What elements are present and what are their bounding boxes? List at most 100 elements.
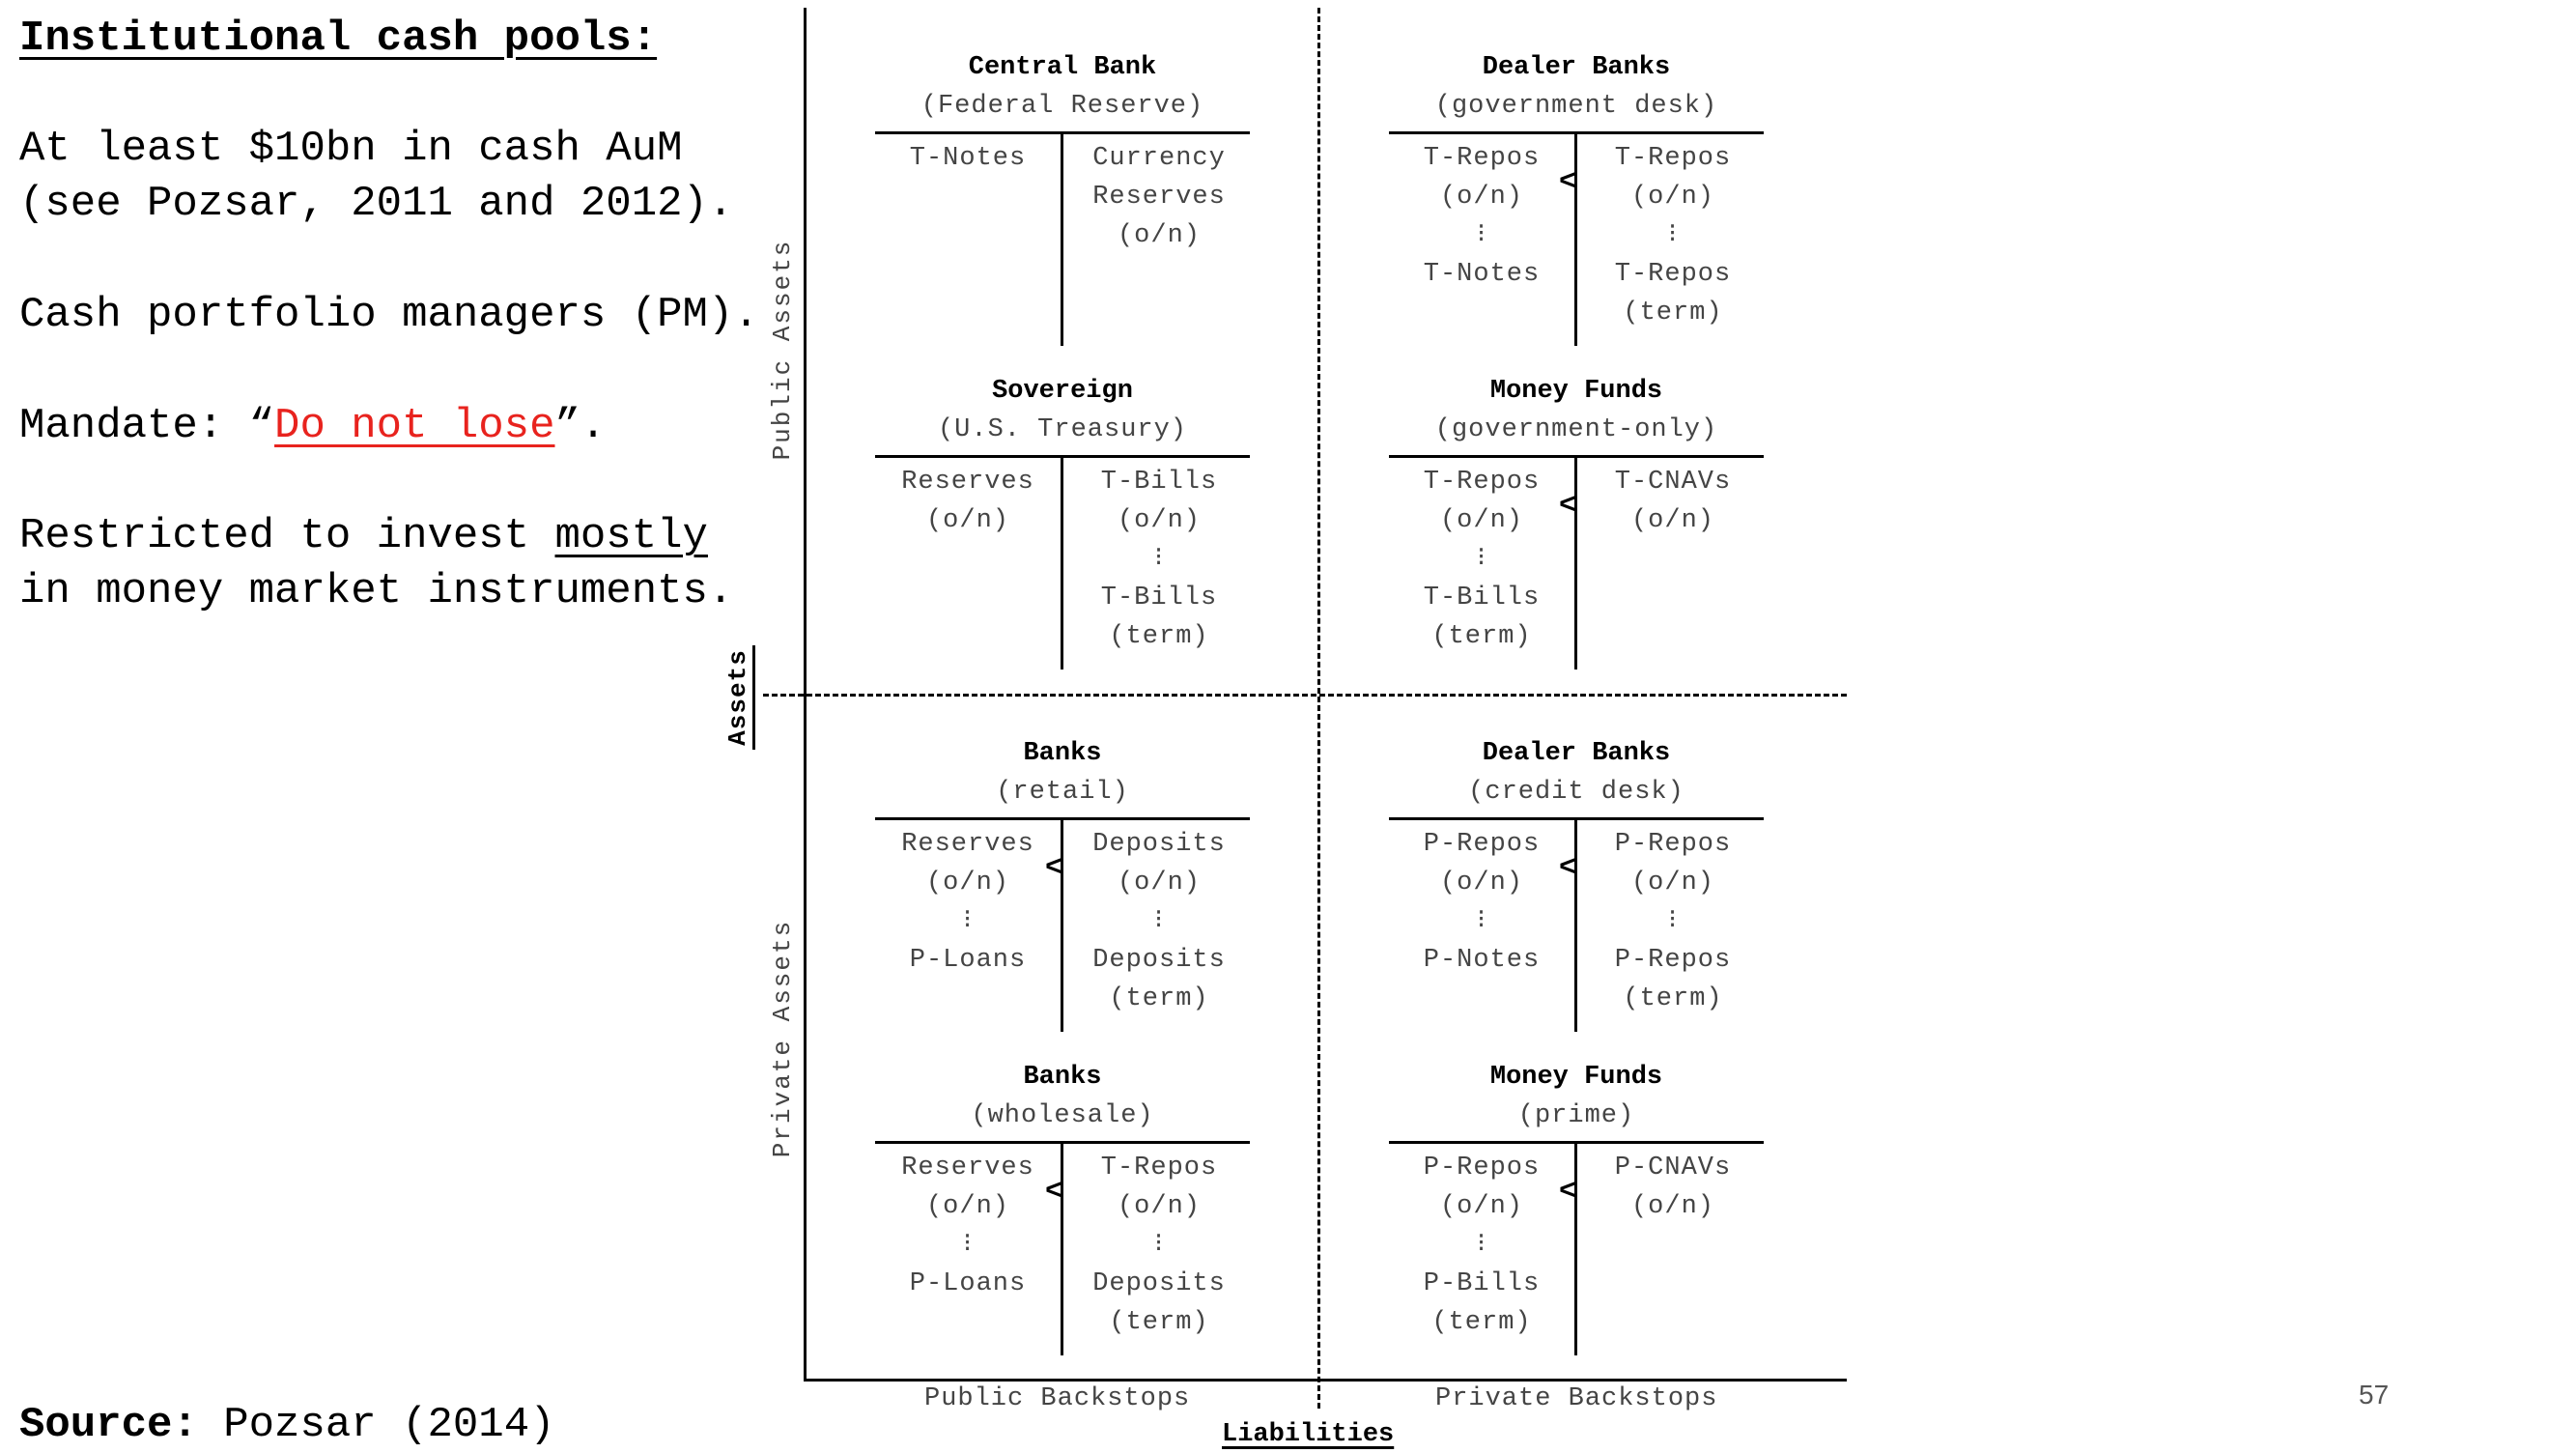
asset-column: P-Repos (o/n) ⁝ P-Notes [1391,825,1572,980]
cash-aum-line: At least $10bn in cash AuM [19,125,683,173]
assets-axis-label: Assets [723,649,752,746]
liability-item: ⁝ [1668,221,1678,250]
t-account-rule [1389,1141,1764,1144]
liability-item: (term) [1623,984,1723,1013]
asset-item: ⁝ [963,1231,973,1260]
t-account-rule [875,1141,1250,1144]
balance-sheet-title: Banks [1023,1063,1102,1092]
asset-item: P-Repos [1423,830,1541,859]
t-account-divider [1061,819,1063,1032]
t-account-rule [875,455,1250,458]
horizontal-divider [763,694,1847,697]
liability-item: (o/n) [1117,506,1201,535]
source-value: Pozsar (2014) [197,1401,555,1449]
balance-sheet-money-funds-government: Money Funds (government-only) T-Repos (o… [1389,372,1775,670]
liability-item: Currency [1092,144,1226,173]
liability-item: P-Repos [1614,830,1732,859]
balance-sheet-banks-retail: Banks (retail) Reserves (o/n) ⁝ P-Loans … [875,734,1261,1032]
liability-column: P-Repos (o/n) ⁝ P-Repos (term) [1582,825,1764,1018]
t-account-rule [1389,131,1764,134]
liability-item: (o/n) [1630,183,1714,212]
balance-sheet-title: Central Bank [968,53,1157,82]
balance-sheet-money-funds-prime: Money Funds (prime) P-Repos (o/n) ⁝ P-Bi… [1389,1058,1775,1355]
liability-item: (o/n) [1630,1192,1714,1221]
portfolio-managers-line: Cash portfolio managers (PM). [19,291,759,339]
asset-item: Reserves [901,468,1034,497]
asset-column: Reserves (o/n) ⁝ P-Loans [877,825,1059,980]
asset-column: T-Repos (o/n) ⁝ T-Bills (term) [1391,463,1572,656]
balance-sheet-subtitle: (retail) [996,778,1129,807]
t-account-divider [1574,1143,1577,1355]
restricted-line: Restricted to invest mostly [19,509,708,564]
balance-sheet-subtitle: (wholesale) [971,1101,1154,1130]
liability-item: Deposits [1092,1269,1226,1298]
asset-item: P-Repos [1423,1154,1541,1182]
x-axis-line [804,1379,1847,1382]
asset-item: (o/n) [925,506,1009,535]
t-account-divider [1574,457,1577,670]
asset-item: (o/n) [1439,869,1523,897]
balance-sheet-title: Banks [1023,739,1102,768]
public-assets-label: Public Assets [768,239,797,461]
t-account-divider [1061,133,1063,346]
balance-sheet-subtitle: (prime) [1517,1101,1635,1130]
liability-item: T-Repos [1614,144,1732,173]
liability-item: Reserves [1092,183,1226,212]
balance-sheet-subtitle: (government-only) [1434,415,1718,444]
t-account-rule [875,131,1250,134]
balance-sheet-subtitle: (government desk) [1434,92,1718,121]
asset-item: (o/n) [925,1192,1009,1221]
balance-sheet-title: Money Funds [1489,377,1663,406]
balance-sheet-title: Money Funds [1489,1063,1663,1092]
liability-item: (term) [1623,299,1723,328]
balance-sheet-subtitle: (Federal Reserve) [920,92,1204,121]
t-account-rule [875,817,1250,820]
liability-item: (term) [1109,1308,1209,1337]
t-account-rule [1389,455,1764,458]
liability-column: T-CNAVs (o/n) [1582,463,1764,540]
liability-item: P-CNAVs [1614,1154,1732,1182]
balance-sheet-subtitle: (U.S. Treasury) [937,415,1188,444]
balance-sheet-dealer-banks-credit: Dealer Banks (credit desk) P-Repos (o/n)… [1389,734,1775,1032]
asset-item: (o/n) [925,869,1009,897]
asset-item: P-Notes [1423,946,1541,975]
mandate-prefix: Mandate: “ [19,402,275,450]
liability-item: (term) [1109,984,1209,1013]
public-backstops-label: Public Backstops [924,1384,1191,1413]
asset-item: ⁝ [963,907,973,936]
asset-item: T-Bills [1423,584,1541,613]
asset-column: P-Repos (o/n) ⁝ P-Bills (term) [1391,1149,1572,1342]
asset-item: P-Loans [909,1269,1027,1298]
asset-item: T-Notes [909,144,1027,173]
liability-item: T-Repos [1100,1154,1218,1182]
liability-item: T-Bills [1100,584,1218,613]
asset-item: ⁝ [1477,545,1486,574]
source-citation: Source: Pozsar (2014) [19,1398,555,1453]
balance-sheet-sovereign: Sovereign (U.S. Treasury) Reserves (o/n)… [875,372,1261,670]
asset-item: P-Loans [909,946,1027,975]
asset-column: Reserves (o/n) [877,463,1059,540]
asset-column: T-Repos (o/n) ⁝ T-Notes [1391,139,1572,294]
balance-sheet-banks-wholesale: Banks (wholesale) Reserves (o/n) ⁝ P-Loa… [875,1058,1261,1355]
liabilities-axis-label: Liabilities [1222,1420,1395,1449]
t-account-divider [1574,133,1577,346]
t-account-rule [1389,817,1764,820]
liability-item: T-CNAVs [1614,468,1732,497]
liability-item: P-Repos [1614,946,1732,975]
less-than-symbol: < [1559,166,1577,199]
liability-item: (term) [1109,622,1209,651]
asset-column: T-Notes [877,139,1059,178]
t-account-divider [1061,1143,1063,1355]
asset-item: T-Repos [1423,468,1541,497]
liability-column: P-CNAVs (o/n) [1582,1149,1764,1226]
asset-item: (o/n) [1439,1192,1523,1221]
asset-item: T-Notes [1423,260,1541,289]
asset-item: T-Repos [1423,144,1541,173]
liability-item: Deposits [1092,946,1226,975]
mandate-emphasis: Do not lose [274,402,555,450]
balance-sheet-dealer-banks-government: Dealer Banks (government desk) T-Repos (… [1389,48,1775,346]
liability-item: ⁝ [1154,545,1164,574]
liability-item: (o/n) [1630,869,1714,897]
less-than-symbol: < [1045,1176,1063,1209]
less-than-symbol: < [1559,1176,1577,1209]
